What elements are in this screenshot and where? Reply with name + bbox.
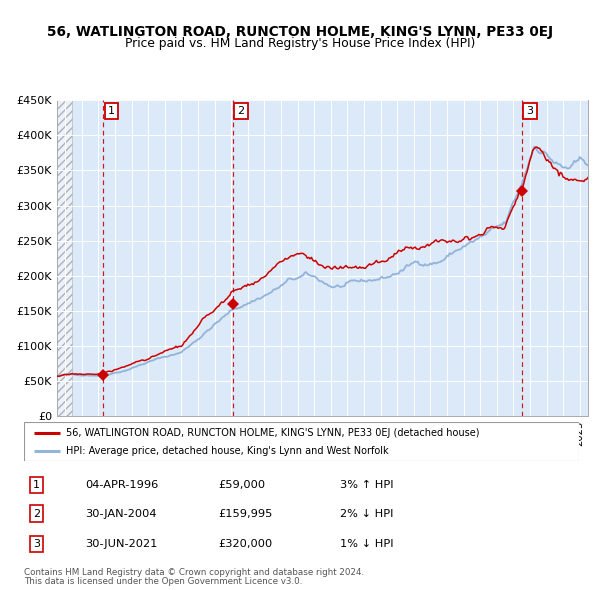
Text: Price paid vs. HM Land Registry's House Price Index (HPI): Price paid vs. HM Land Registry's House … (125, 37, 475, 50)
Text: 30-JUN-2021: 30-JUN-2021 (85, 539, 157, 549)
Text: 2% ↓ HPI: 2% ↓ HPI (340, 509, 394, 519)
Text: 1: 1 (33, 480, 40, 490)
FancyBboxPatch shape (24, 422, 579, 461)
Text: 30-JAN-2004: 30-JAN-2004 (85, 509, 157, 519)
Text: 2: 2 (238, 106, 245, 116)
Text: 04-APR-1996: 04-APR-1996 (85, 480, 158, 490)
Text: 56, WATLINGTON ROAD, RUNCTON HOLME, KING'S LYNN, PE33 0EJ (detached house): 56, WATLINGTON ROAD, RUNCTON HOLME, KING… (65, 428, 479, 438)
Text: Contains HM Land Registry data © Crown copyright and database right 2024.: Contains HM Land Registry data © Crown c… (24, 568, 364, 576)
Text: 1: 1 (108, 106, 115, 116)
Text: 56, WATLINGTON ROAD, RUNCTON HOLME, KING'S LYNN, PE33 0EJ: 56, WATLINGTON ROAD, RUNCTON HOLME, KING… (47, 25, 553, 39)
Text: 3: 3 (33, 539, 40, 549)
Text: £59,000: £59,000 (218, 480, 265, 490)
Text: 3: 3 (527, 106, 533, 116)
Text: HPI: Average price, detached house, King's Lynn and West Norfolk: HPI: Average price, detached house, King… (65, 446, 388, 456)
Text: 2: 2 (32, 509, 40, 519)
Text: £159,995: £159,995 (218, 509, 272, 519)
Text: 3% ↑ HPI: 3% ↑ HPI (340, 480, 394, 490)
Text: This data is licensed under the Open Government Licence v3.0.: This data is licensed under the Open Gov… (24, 577, 302, 586)
Text: £320,000: £320,000 (218, 539, 272, 549)
Text: 1% ↓ HPI: 1% ↓ HPI (340, 539, 394, 549)
